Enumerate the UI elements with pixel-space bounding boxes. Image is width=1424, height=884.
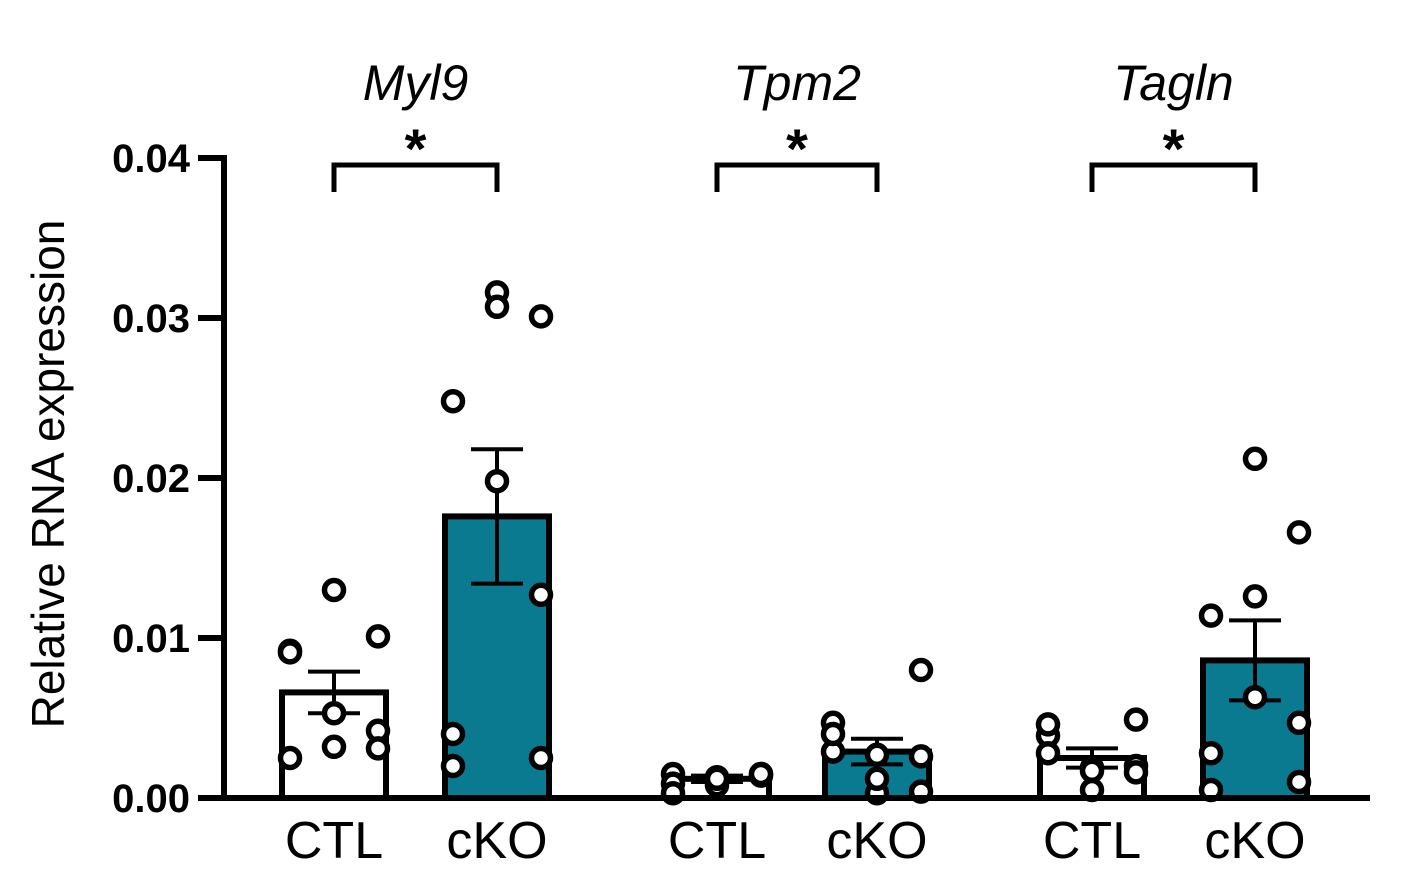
data-point — [820, 721, 846, 747]
data-point — [321, 577, 347, 603]
y-tick-label: 0.04 — [112, 137, 191, 181]
data-point — [1242, 446, 1268, 472]
significance-label: * — [786, 117, 808, 180]
x-category-label: CTL — [285, 812, 383, 870]
bars-layer — [279, 513, 1310, 802]
data-point — [1035, 712, 1061, 737]
y-tick-label: 0.01 — [112, 617, 190, 661]
data-point — [484, 468, 510, 494]
y-tick-label: 0.03 — [112, 297, 190, 341]
x-category-label: cKO — [826, 812, 927, 870]
data-point — [1242, 684, 1268, 710]
data-point — [365, 624, 391, 649]
x-category-label: cKO — [1204, 812, 1305, 870]
data-point — [1242, 584, 1268, 609]
x-category-label: CTL — [1043, 812, 1141, 870]
labels-layer: 0.00 0.01 0.02 0.03 0.04 CTL cKO * Myl9 CTL cKO * Tp… — [112, 55, 1305, 870]
significance-label: * — [1163, 117, 1185, 180]
y-axis-label: Relative RNA expression — [22, 220, 74, 729]
x-category-label: cKO — [446, 812, 547, 870]
data-point — [321, 700, 347, 726]
significance-bracket — [331, 162, 500, 192]
data-point — [277, 640, 303, 665]
data-point — [1123, 707, 1149, 732]
y-tick-label: 0.00 — [112, 777, 190, 821]
data-point — [748, 761, 774, 787]
significance-bracket — [1089, 162, 1258, 192]
significance-bracket — [714, 162, 880, 192]
data-point — [1079, 758, 1105, 784]
data-point — [484, 294, 510, 320]
data-point — [1286, 769, 1312, 795]
data-point — [1198, 603, 1224, 628]
data-point — [1286, 520, 1312, 545]
y-tick-label: 0.02 — [112, 457, 190, 501]
data-point — [365, 736, 391, 761]
data-point — [440, 388, 466, 414]
data-point — [864, 742, 890, 768]
data-point — [440, 721, 466, 747]
data-point — [864, 766, 890, 792]
data-point — [704, 766, 730, 792]
data-point — [1286, 710, 1312, 736]
data-point — [528, 745, 554, 771]
significance-label: * — [405, 117, 427, 180]
data-point — [1035, 740, 1061, 766]
data-point — [1123, 760, 1149, 785]
data-point — [1198, 740, 1224, 766]
data-point — [908, 657, 934, 683]
data-point — [528, 304, 554, 329]
axes-layer — [198, 155, 1370, 801]
gene-label-myl9: Myl9 — [363, 55, 469, 111]
data-point — [277, 745, 303, 771]
data-point — [321, 734, 347, 760]
gene-label-tagln: Tagln — [1113, 55, 1233, 111]
data-point — [908, 744, 934, 769]
data-point — [528, 582, 554, 608]
gene-label-tpm2: Tpm2 — [733, 55, 861, 111]
points-layer — [277, 280, 1312, 806]
data-point — [440, 753, 466, 779]
x-category-label: CTL — [668, 812, 766, 870]
